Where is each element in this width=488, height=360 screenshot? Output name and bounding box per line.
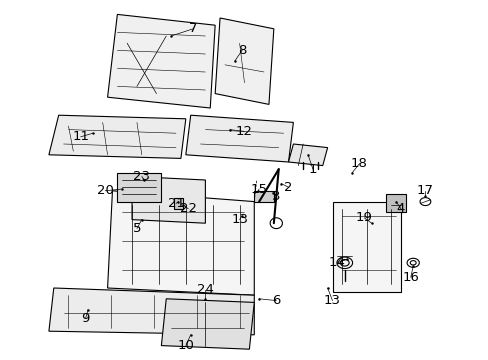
Text: 1: 1	[308, 163, 317, 176]
Text: 24: 24	[197, 283, 213, 296]
Polygon shape	[173, 198, 183, 209]
Text: 18: 18	[350, 157, 367, 170]
Polygon shape	[386, 194, 405, 212]
Text: 10: 10	[177, 339, 194, 352]
Polygon shape	[254, 191, 273, 202]
Polygon shape	[161, 299, 254, 349]
Polygon shape	[107, 14, 215, 108]
Text: 16: 16	[402, 271, 418, 284]
Text: 3: 3	[271, 190, 280, 203]
Text: 22: 22	[180, 202, 196, 215]
Text: 6: 6	[271, 294, 280, 307]
Text: 17: 17	[416, 184, 433, 197]
Polygon shape	[49, 115, 185, 158]
Text: 11: 11	[72, 130, 89, 143]
Polygon shape	[132, 176, 205, 223]
Text: 13: 13	[324, 294, 340, 307]
Polygon shape	[49, 288, 254, 335]
Text: 2: 2	[284, 181, 292, 194]
Text: 4: 4	[396, 202, 405, 215]
Text: 12: 12	[236, 125, 252, 138]
Text: 23: 23	[133, 170, 150, 183]
Polygon shape	[185, 115, 293, 162]
Text: 9: 9	[81, 312, 90, 325]
Text: 15: 15	[250, 183, 267, 195]
Text: 5: 5	[132, 222, 141, 235]
Polygon shape	[107, 191, 254, 295]
Polygon shape	[288, 144, 327, 166]
Text: 7: 7	[188, 22, 197, 35]
Text: 20: 20	[97, 184, 113, 197]
Text: 21: 21	[167, 197, 184, 210]
Polygon shape	[215, 18, 273, 104]
Polygon shape	[117, 173, 161, 202]
Text: 13: 13	[231, 213, 247, 226]
Text: 14: 14	[328, 256, 345, 269]
Text: 19: 19	[355, 211, 372, 224]
Polygon shape	[332, 202, 400, 292]
Text: 8: 8	[237, 44, 246, 57]
